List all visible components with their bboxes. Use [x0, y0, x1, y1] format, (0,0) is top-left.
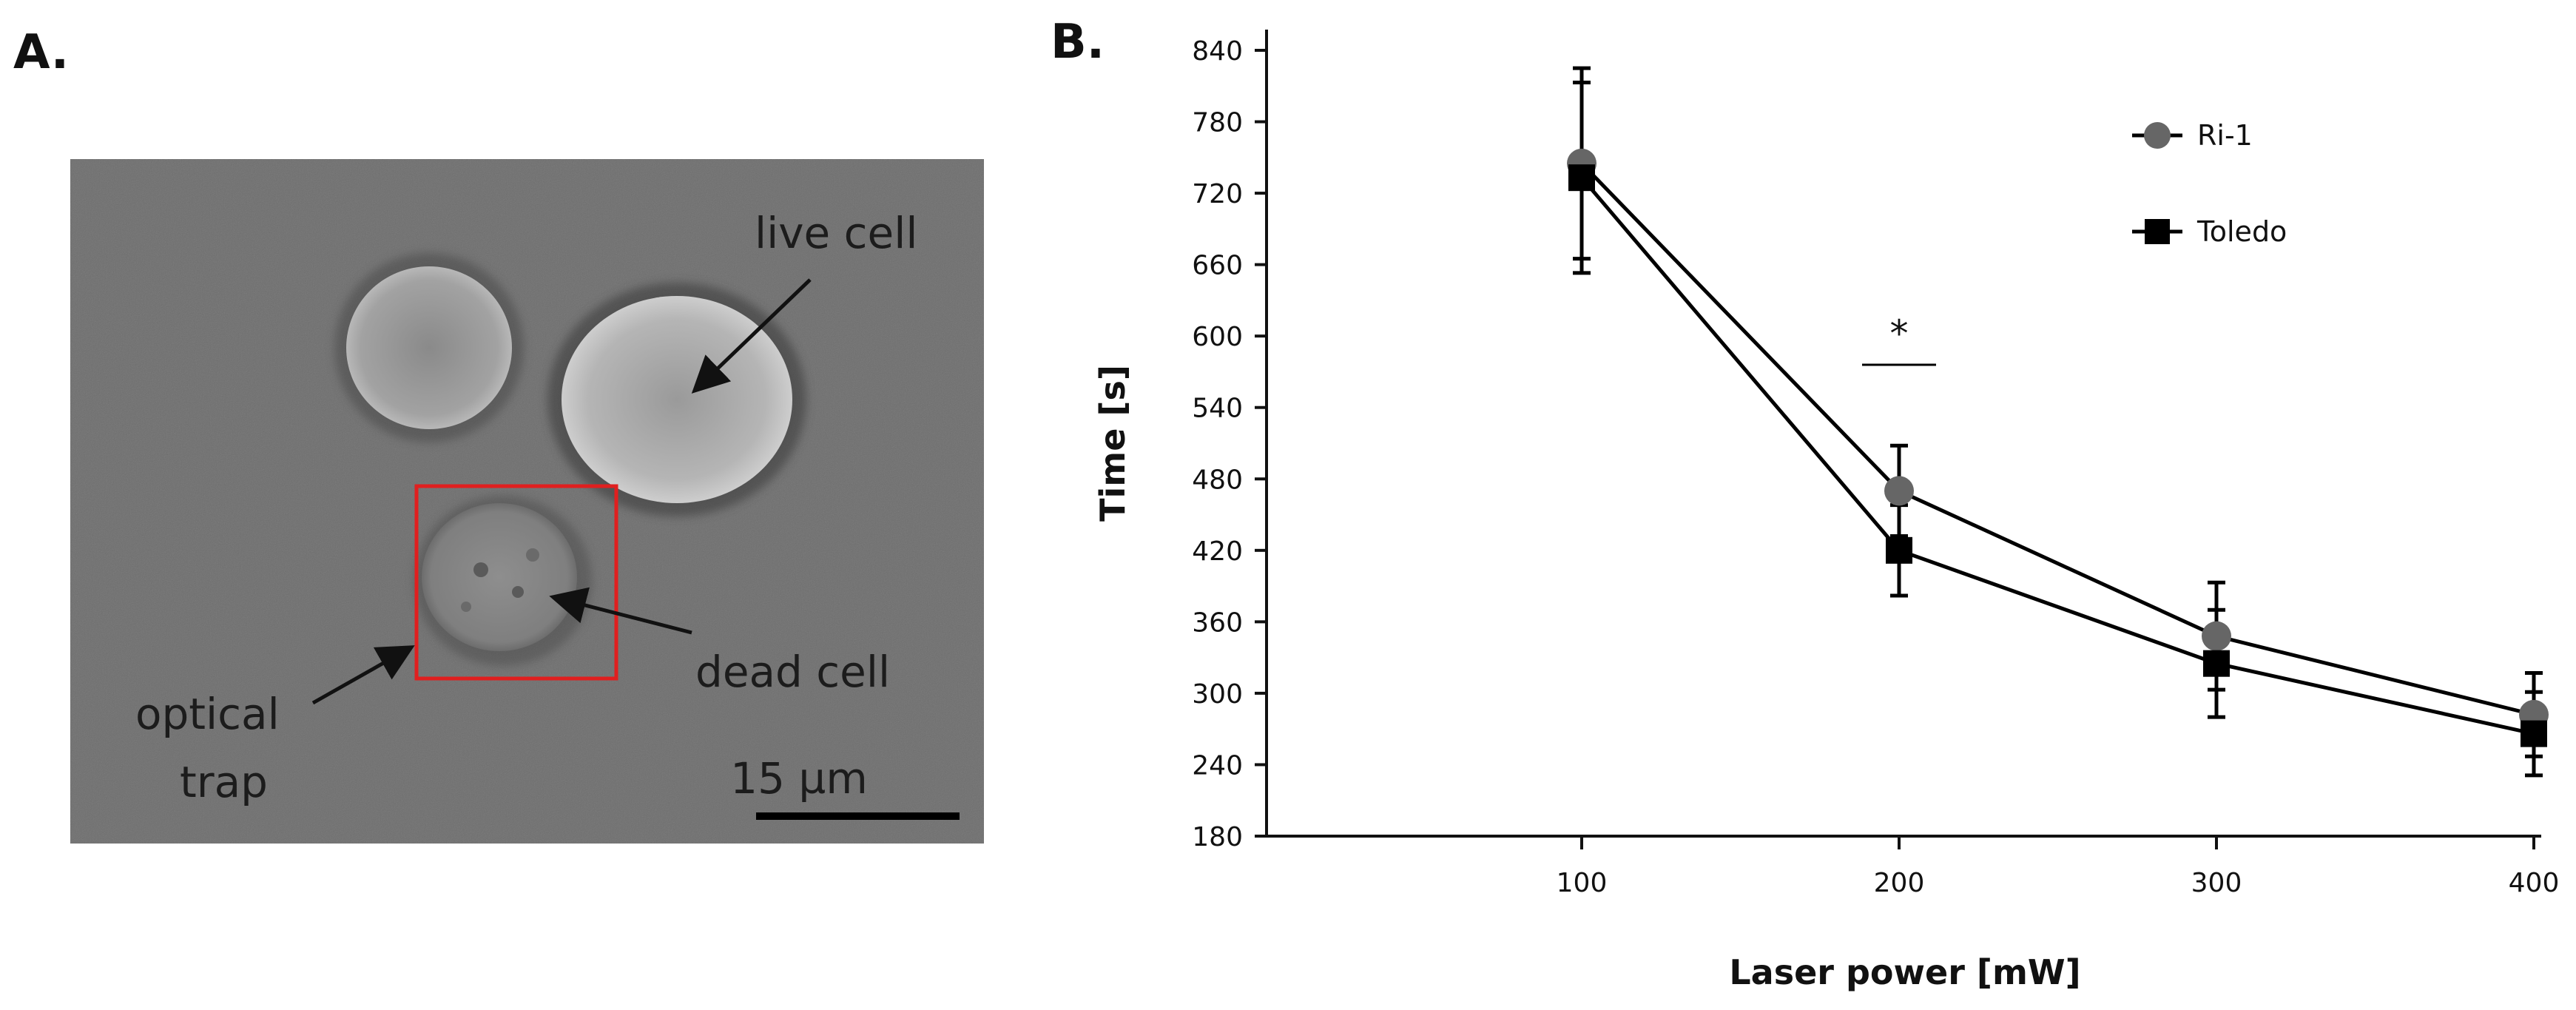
- x-tick-label: 100: [1557, 868, 1608, 898]
- optical-trap-label-line1: optical: [135, 689, 280, 739]
- y-tick-label: 240: [1192, 750, 1243, 781]
- panel-b: B. 1802403003604204805406006607207808401…: [1051, 15, 2559, 992]
- cell-live: [547, 283, 806, 516]
- panel-b-letter: B.: [1051, 15, 1105, 70]
- data-point-toledo: [2203, 650, 2230, 677]
- y-tick-label: 720: [1192, 179, 1243, 209]
- y-axis-title: Time [s]: [1093, 365, 1133, 522]
- y-tick-label: 540: [1192, 394, 1243, 424]
- scale-bar: [756, 812, 960, 820]
- y-tick-label: 300: [1192, 679, 1243, 710]
- cell-left: [334, 253, 524, 442]
- data-point-toledo: [1568, 164, 1595, 192]
- x-tick-label: 400: [2509, 868, 2560, 898]
- y-tick-label: 360: [1192, 607, 1243, 638]
- panel-a-letter: A.: [13, 25, 69, 80]
- dead-cell-label: dead cell: [695, 647, 890, 697]
- data-point-ri-1: [2202, 621, 2231, 651]
- dead-cell-arrow: [549, 587, 692, 635]
- x-tick-label: 200: [1874, 868, 1925, 898]
- data-point-toledo: [2521, 720, 2547, 747]
- cell-dead: [414, 496, 592, 666]
- live-cell-label: live cell: [755, 208, 917, 258]
- optical-trap-label-line2: trap: [180, 757, 268, 807]
- chart-plot: 180 240 300 360 420 480 540 600 660 720 780 840 100 2…: [1093, 30, 2559, 992]
- data-point-toledo: [1886, 536, 1912, 564]
- x-axis-title: Laser power [mW]: [1729, 952, 2080, 992]
- series-line-ri-1: [1580, 162, 2535, 717]
- series-line-toledo: [1580, 176, 2535, 736]
- legend-marker: [2145, 219, 2170, 244]
- optical-trap-box: [414, 484, 618, 681]
- y-tick-label: 780: [1192, 108, 1243, 138]
- live-cell-arrow: [691, 278, 812, 394]
- panel-a: A.: [13, 25, 984, 844]
- y-tick-label: 660: [1192, 251, 1243, 281]
- y-tick-label: 840: [1192, 36, 1243, 67]
- y-tick-label: 180: [1192, 822, 1243, 852]
- legend-label-ri-1: Ri-1: [2197, 119, 2253, 152]
- legend-label-toledo: Toledo: [2196, 215, 2287, 248]
- y-tick-label: 420: [1192, 536, 1243, 567]
- y-tick-label: 600: [1192, 322, 1243, 352]
- significance-marker: *: [1890, 312, 1909, 355]
- legend-marker: [2144, 122, 2171, 149]
- data-point-ri-1: [1884, 476, 1914, 506]
- micrograph: live cell dead cell optical trap 15 µm: [70, 159, 984, 844]
- y-tick-label: 480: [1192, 465, 1243, 495]
- x-tick-label: 300: [2191, 868, 2242, 898]
- optical-trap-arrow: [311, 645, 415, 705]
- scale-bar-label: 15 µm: [730, 753, 868, 804]
